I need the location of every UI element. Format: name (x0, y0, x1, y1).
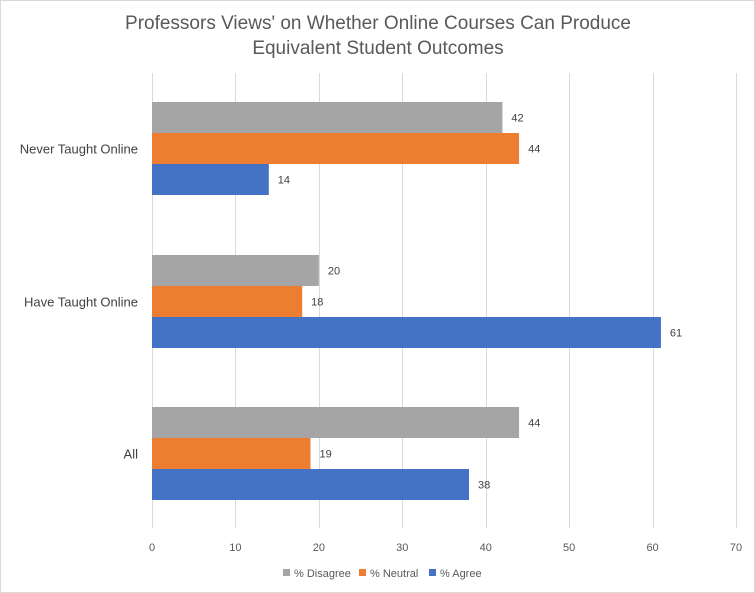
data-labels: 42 44 14 20 18 61 44 19 38 (278, 113, 682, 492)
x-tick-label: 40 (480, 542, 492, 554)
x-tick-label: 30 (396, 542, 408, 554)
legend-swatch (359, 569, 366, 576)
x-tick-label: 10 (229, 542, 241, 554)
category-label: Never Taught Online (20, 142, 138, 157)
data-label: 20 (328, 266, 340, 278)
legend-label: % Disagree (294, 568, 351, 580)
data-label: 19 (320, 449, 332, 461)
bar-neutral (152, 438, 311, 469)
category-axis-labels: Never Taught Online Have Taught Online All (20, 142, 138, 462)
bars (152, 102, 661, 500)
chart-title-line-2: Equivalent Student Outcomes (252, 38, 503, 59)
x-tick-label: 70 (730, 542, 742, 554)
bar-agree (152, 317, 661, 348)
data-label: 44 (528, 418, 540, 430)
bar-disagree (152, 407, 520, 438)
chart-title: Professors Views' on Whether Online Cour… (125, 13, 631, 59)
legend-label: % Agree (440, 568, 482, 580)
bar-disagree (152, 102, 503, 133)
x-tick-label: 0 (149, 542, 155, 554)
legend-label: % Neutral (370, 568, 418, 580)
bar-disagree (152, 255, 319, 286)
legend-swatch (429, 569, 436, 576)
x-tick-label: 60 (646, 542, 658, 554)
category-label: All (124, 447, 139, 462)
data-label: 18 (311, 297, 323, 309)
chart-title-line-1: Professors Views' on Whether Online Cour… (125, 13, 631, 34)
data-label: 38 (478, 480, 490, 492)
data-label: 44 (528, 144, 540, 156)
x-tick-label: 20 (313, 542, 325, 554)
data-label: 14 (278, 175, 290, 187)
legend: % Disagree % Neutral % Agree (283, 568, 482, 580)
legend-swatch (283, 569, 290, 576)
bar-agree (152, 164, 269, 195)
data-label: 42 (511, 113, 523, 125)
bar-agree (152, 469, 470, 500)
category-label: Have Taught Online (24, 295, 138, 310)
x-tick-label: 50 (563, 542, 575, 554)
bar-neutral (152, 286, 303, 317)
bar-neutral (152, 133, 520, 164)
data-label: 61 (670, 328, 682, 340)
value-axis-tick-labels: 0 10 20 30 40 50 60 70 (149, 542, 742, 554)
